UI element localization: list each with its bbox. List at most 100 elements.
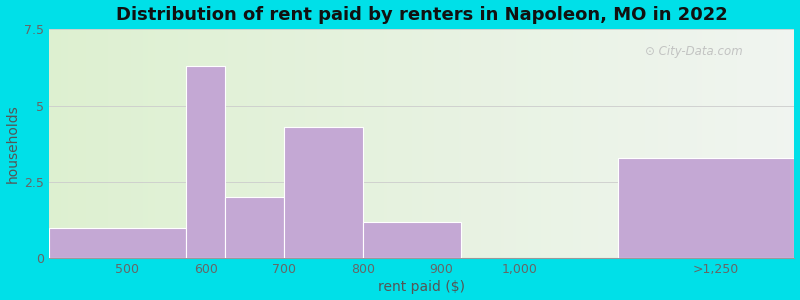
Bar bbox=[648, 29, 650, 258]
Bar bbox=[442, 29, 444, 258]
Bar bbox=[576, 29, 578, 258]
Bar bbox=[698, 29, 700, 258]
Bar bbox=[561, 29, 563, 258]
Bar bbox=[484, 29, 486, 258]
Bar bbox=[392, 29, 394, 258]
Bar bbox=[732, 29, 734, 258]
Bar bbox=[695, 29, 698, 258]
Bar bbox=[792, 29, 794, 258]
Bar bbox=[158, 29, 161, 258]
Bar bbox=[429, 29, 431, 258]
Bar bbox=[91, 29, 94, 258]
Bar bbox=[777, 29, 779, 258]
Bar bbox=[103, 29, 106, 258]
Bar bbox=[71, 29, 74, 258]
Bar bbox=[198, 29, 200, 258]
Bar bbox=[606, 29, 608, 258]
Bar bbox=[280, 29, 282, 258]
Bar bbox=[718, 29, 720, 258]
Bar bbox=[292, 29, 294, 258]
Bar bbox=[168, 29, 170, 258]
Bar bbox=[782, 29, 785, 258]
Bar bbox=[123, 29, 126, 258]
Bar bbox=[511, 29, 514, 258]
Bar bbox=[220, 29, 222, 258]
Bar bbox=[642, 29, 646, 258]
Bar bbox=[193, 29, 195, 258]
Bar bbox=[633, 29, 635, 258]
Bar bbox=[568, 29, 570, 258]
Bar bbox=[449, 29, 451, 258]
Bar bbox=[693, 29, 695, 258]
Bar bbox=[613, 29, 615, 258]
Bar bbox=[235, 29, 238, 258]
Bar bbox=[437, 29, 439, 258]
Bar bbox=[384, 29, 386, 258]
Bar bbox=[76, 29, 78, 258]
Bar bbox=[767, 29, 770, 258]
Bar bbox=[173, 29, 175, 258]
Bar bbox=[163, 29, 166, 258]
Bar bbox=[322, 29, 325, 258]
Bar bbox=[282, 29, 285, 258]
Bar bbox=[740, 29, 742, 258]
Bar bbox=[411, 29, 414, 258]
Bar bbox=[543, 29, 546, 258]
Bar bbox=[476, 29, 478, 258]
Bar bbox=[446, 29, 449, 258]
Bar bbox=[765, 29, 767, 258]
Bar bbox=[247, 29, 250, 258]
Bar bbox=[715, 29, 718, 258]
Bar bbox=[278, 29, 280, 258]
Bar bbox=[253, 29, 255, 258]
Bar bbox=[88, 29, 91, 258]
Bar bbox=[734, 29, 738, 258]
Bar bbox=[608, 29, 610, 258]
Bar bbox=[218, 29, 220, 258]
Bar bbox=[347, 29, 350, 258]
Bar bbox=[464, 29, 466, 258]
Bar bbox=[518, 29, 521, 258]
Bar bbox=[494, 29, 496, 258]
X-axis label: rent paid ($): rent paid ($) bbox=[378, 280, 465, 294]
Bar bbox=[626, 29, 628, 258]
Bar bbox=[153, 29, 155, 258]
Bar bbox=[426, 29, 429, 258]
Bar bbox=[367, 29, 370, 258]
Bar bbox=[702, 29, 705, 258]
Bar bbox=[578, 29, 581, 258]
Bar bbox=[215, 29, 218, 258]
Bar bbox=[374, 29, 377, 258]
Bar bbox=[531, 29, 534, 258]
Bar bbox=[290, 29, 292, 258]
Bar bbox=[195, 29, 198, 258]
Bar bbox=[345, 29, 347, 258]
Bar bbox=[317, 29, 319, 258]
Bar bbox=[459, 29, 462, 258]
Bar bbox=[658, 29, 660, 258]
Bar bbox=[538, 29, 541, 258]
Bar bbox=[668, 29, 670, 258]
Bar bbox=[720, 29, 722, 258]
Bar bbox=[635, 29, 638, 258]
Bar bbox=[590, 29, 593, 258]
Bar bbox=[178, 29, 180, 258]
Bar bbox=[175, 29, 178, 258]
Bar bbox=[364, 29, 367, 258]
Bar bbox=[352, 29, 354, 258]
Bar bbox=[143, 29, 146, 258]
Bar bbox=[779, 29, 782, 258]
Bar bbox=[359, 29, 362, 258]
Bar bbox=[710, 29, 712, 258]
Bar bbox=[354, 29, 357, 258]
Bar bbox=[86, 29, 88, 258]
Bar bbox=[386, 29, 389, 258]
Bar bbox=[242, 29, 245, 258]
Bar bbox=[638, 29, 640, 258]
Bar bbox=[325, 29, 327, 258]
Bar bbox=[130, 29, 133, 258]
Bar bbox=[725, 29, 727, 258]
Bar bbox=[337, 29, 339, 258]
Bar bbox=[516, 29, 518, 258]
Bar bbox=[687, 29, 690, 258]
